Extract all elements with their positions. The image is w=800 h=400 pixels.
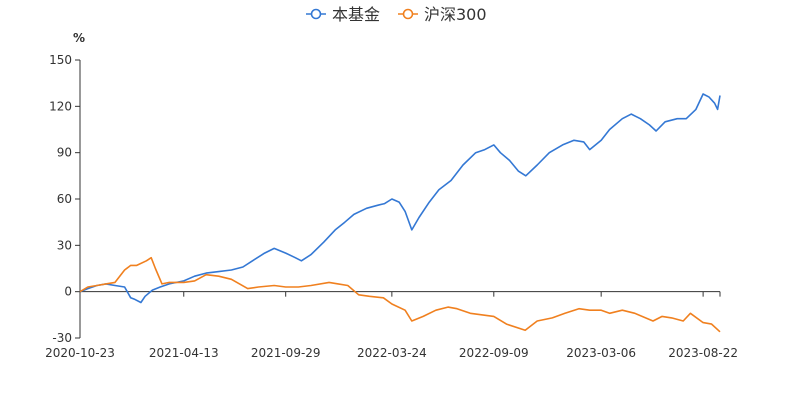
y-tick-label: 120	[49, 99, 72, 113]
y-tick-label: 0	[64, 285, 72, 299]
x-tick-label: 2021-09-29	[251, 346, 321, 360]
legend-item-2: 沪深300	[398, 5, 487, 24]
legend-swatch-marker	[402, 8, 414, 20]
legend-label: 本基金	[332, 5, 380, 24]
x-tick-label: 2022-03-24	[357, 346, 427, 360]
legend-label: 沪深300	[424, 5, 487, 24]
y-tick-label: 90	[57, 146, 72, 160]
x-tick-label: 2023-03-06	[566, 346, 636, 360]
legend-item-1: 本基金	[306, 5, 380, 24]
series-line-2	[79, 256, 721, 333]
x-tick-label: 2020-10-23	[45, 346, 115, 360]
y-tick-label: 150	[49, 53, 72, 67]
x-tick-label: 2022-09-09	[459, 346, 529, 360]
y-tick-label: 60	[57, 192, 72, 206]
x-tick-label: 2021-04-13	[149, 346, 219, 360]
legend: 本基金 沪深300	[306, 5, 487, 24]
y-tick-label: -30	[52, 331, 72, 345]
legend-swatch-marker	[310, 8, 322, 20]
y-axis-unit-label: %	[73, 31, 85, 45]
x-tick-label: 2023-08-22	[668, 346, 738, 360]
series-layer	[79, 93, 721, 333]
series-line-1	[79, 93, 721, 304]
axes: -30 0 30 60 90 120 150 2020-10-23 2021-04-13 2021…	[45, 53, 738, 360]
y-tick-label: 30	[57, 238, 72, 252]
